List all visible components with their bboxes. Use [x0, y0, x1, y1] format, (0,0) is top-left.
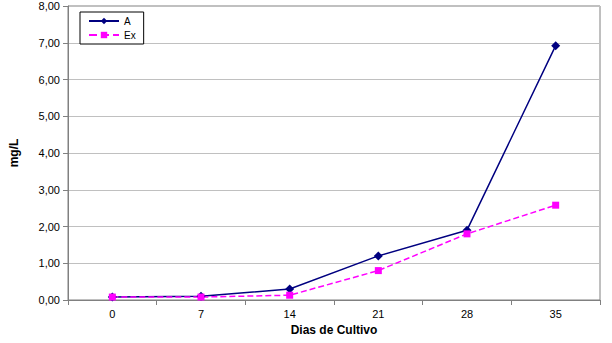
- svg-text:mg/L: mg/L: [7, 139, 21, 168]
- svg-text:2,00: 2,00: [39, 221, 60, 233]
- svg-text:14: 14: [284, 308, 296, 320]
- svg-text:Dias de Cultivo: Dias de Cultivo: [291, 323, 378, 337]
- svg-text:28: 28: [461, 308, 473, 320]
- svg-text:5,00: 5,00: [39, 110, 60, 122]
- svg-text:7: 7: [198, 308, 204, 320]
- svg-text:1,00: 1,00: [39, 257, 60, 269]
- svg-text:21: 21: [372, 308, 384, 320]
- svg-text:0,00: 0,00: [39, 294, 60, 306]
- svg-text:8,00: 8,00: [39, 0, 60, 12]
- svg-text:A: A: [124, 16, 131, 27]
- svg-text:6,00: 6,00: [39, 74, 60, 86]
- svg-text:7,00: 7,00: [39, 37, 60, 49]
- svg-text:4,00: 4,00: [39, 147, 60, 159]
- svg-text:Ex: Ex: [124, 30, 136, 41]
- svg-text:0: 0: [109, 308, 115, 320]
- svg-text:3,00: 3,00: [39, 184, 60, 196]
- svg-text:35: 35: [550, 308, 562, 320]
